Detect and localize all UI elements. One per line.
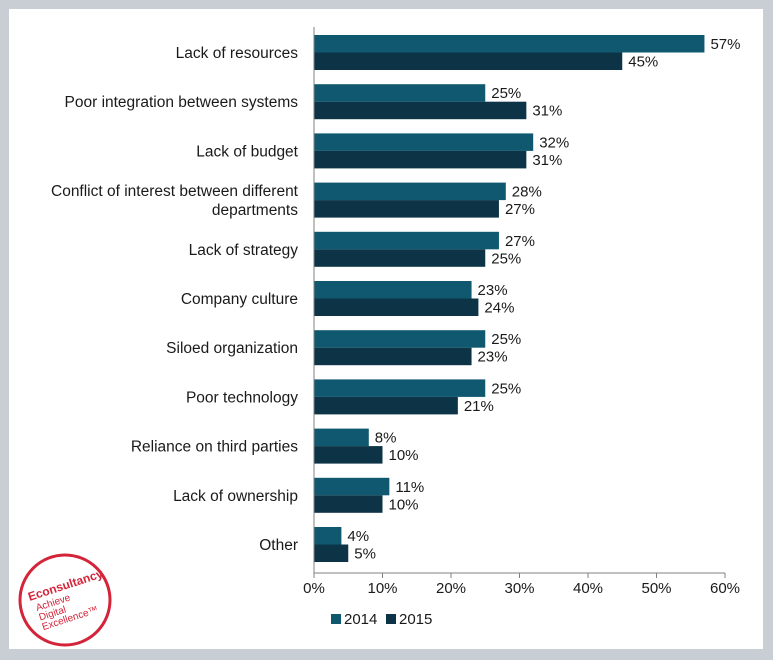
bar-2015 [314,495,383,513]
value-label-2015: 10% [389,496,419,513]
value-label-2015: 45% [628,54,658,71]
x-tick-label: 30% [504,580,534,597]
bar-2014 [314,84,486,102]
bar-2015 [314,150,527,169]
bar-2014 [314,428,369,447]
value-label-2015: 23% [478,349,508,366]
legend-label-2015: 2015 [399,611,432,628]
x-tick-label: 40% [573,580,603,597]
value-label-2014: 57% [710,36,740,53]
legend-swatch-2014 [331,614,341,624]
legend-swatch-2015 [386,614,396,624]
bar-2015 [314,249,486,267]
category-label: Poor integration between systems [65,94,299,111]
value-label-2015: 10% [389,447,419,464]
value-label-2015: 31% [532,152,562,169]
chart-frame: Lack of resources 57% 45% Poor integration … [9,9,763,649]
category-label: Reliance on third parties [131,439,298,456]
value-label-2014: 25% [491,85,521,102]
value-label-2015: 31% [532,103,562,120]
econsultancy-logo: Econsultancy Achieve Digital Excellence™ [18,553,112,647]
category-label: Lack of budget [196,143,298,160]
value-label-2014: 11% [395,479,424,496]
bar-2015 [314,52,623,70]
bar-2015 [314,101,527,120]
x-tick-label: 20% [436,580,466,597]
x-tick-label: 0% [303,580,325,597]
bar-2014 [314,477,390,496]
category-label: Company culture [181,291,298,308]
value-label-2014: 32% [539,134,569,151]
category-label: Lack of ownership [173,488,298,505]
bar-2014 [314,133,534,151]
x-tick-label: 10% [367,580,397,597]
x-tick-label: 50% [641,580,671,597]
value-label-2014: 4% [347,528,369,545]
legend-label-2014: 2014 [344,611,377,628]
value-label-2014: 23% [478,282,508,299]
category-label: Conflict of interest between different de… [51,183,299,219]
value-label-2015: 27% [505,201,535,218]
bar-2014 [314,231,499,250]
bar-2014 [314,35,705,53]
value-label-2014: 8% [375,430,397,447]
bar-2014 [314,379,486,397]
bar-2015 [314,446,383,464]
value-label-2014: 27% [505,233,535,250]
value-label-2014: 25% [491,331,521,348]
bar-2015 [314,347,472,366]
category-label: Lack of resources [176,45,299,62]
bar-2015 [314,200,499,218]
bar-chart: Lack of resources 57% 45% Poor integration … [51,27,740,628]
bar-2014 [314,330,486,348]
bar-2015 [314,544,349,562]
value-label-2014: 28% [512,184,542,201]
value-label-2015: 25% [491,250,521,267]
bar-2014 [314,281,472,299]
bar-2015 [314,298,479,316]
bar-2015 [314,396,458,415]
bar-2014 [314,527,342,545]
category-label: Poor technology [186,389,298,406]
x-tick-label: 60% [710,580,740,597]
value-label-2015: 21% [464,398,494,415]
category-label: Lack of strategy [189,242,299,259]
logo-ring [18,553,112,647]
category-label: Other [259,537,298,554]
value-label-2015: 24% [484,300,514,317]
value-label-2014: 25% [491,380,521,397]
value-label-2015: 5% [354,546,376,563]
bar-2014 [314,182,506,201]
category-label: Siloed organization [166,340,298,357]
